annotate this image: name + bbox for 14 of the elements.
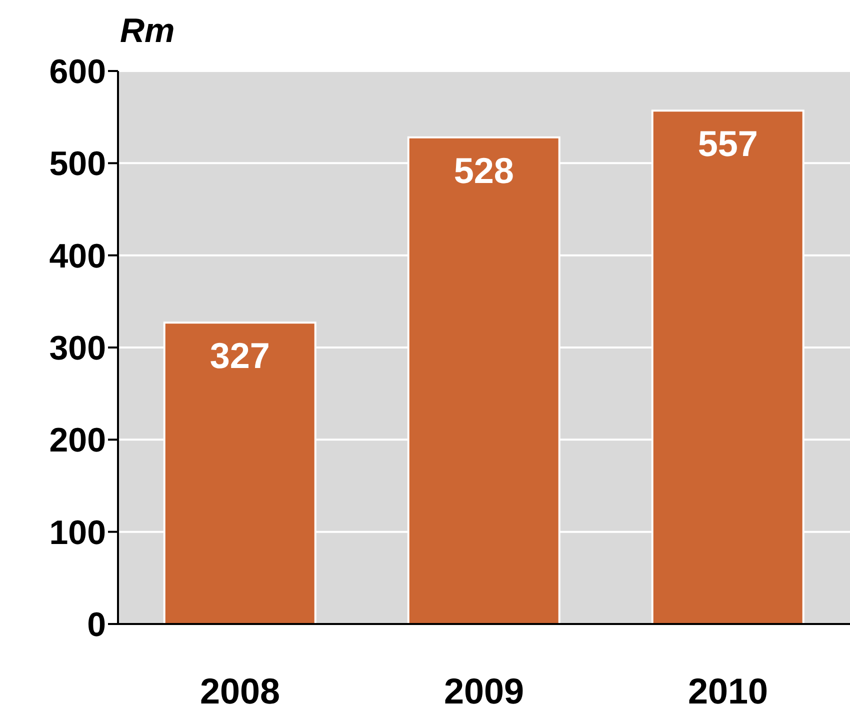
x-tick-label: 2008 (200, 670, 280, 712)
y-tick-label: 200 (49, 422, 106, 460)
y-tick-label: 600 (49, 53, 106, 92)
y-tick-label: 300 (49, 330, 106, 368)
data-label: 327 (210, 335, 270, 376)
y-tick-label: 0 (87, 606, 106, 644)
y-tick-label: 500 (49, 145, 106, 184)
data-label: 557 (698, 123, 758, 164)
x-tick-label: 2009 (444, 670, 524, 712)
y-axis-title: Rm (120, 12, 175, 51)
data-label: 528 (454, 150, 514, 191)
x-tick-label: 2010 (688, 670, 768, 712)
y-tick-label: 100 (49, 514, 106, 552)
y-tick-label: 400 (49, 237, 106, 276)
